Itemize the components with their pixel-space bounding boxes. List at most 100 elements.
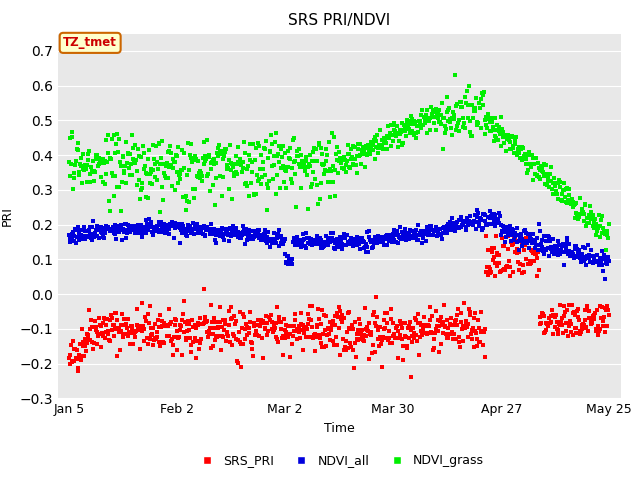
Point	[135, 228, 145, 236]
Point	[323, 178, 333, 186]
Point	[525, 234, 535, 242]
Point	[282, 164, 292, 171]
Point	[527, 230, 538, 238]
Point	[604, 311, 614, 319]
Point	[246, 232, 256, 240]
Point	[367, 349, 377, 357]
Point	[115, 327, 125, 335]
Point	[586, 246, 596, 254]
Point	[279, 237, 289, 245]
Point	[483, 214, 493, 221]
Point	[437, 236, 447, 243]
Point	[287, 165, 298, 172]
Point	[400, 319, 410, 327]
Point	[99, 315, 109, 323]
Point	[404, 335, 414, 342]
Point	[267, 235, 277, 242]
Point	[372, 132, 382, 139]
Point	[376, 236, 386, 244]
Point	[567, 249, 577, 256]
Point	[307, 323, 317, 331]
Point	[579, 324, 589, 332]
Point	[205, 324, 215, 332]
Point	[392, 322, 402, 330]
Point	[566, 200, 576, 208]
Point	[175, 170, 185, 178]
Point	[141, 229, 152, 237]
Point	[146, 165, 156, 172]
Point	[528, 230, 538, 238]
Point	[579, 257, 589, 265]
Point	[134, 229, 144, 237]
Point	[534, 246, 544, 254]
Point	[417, 321, 427, 329]
Point	[184, 326, 195, 334]
Point	[258, 317, 268, 325]
Point	[161, 221, 172, 229]
Point	[378, 334, 388, 341]
Point	[390, 324, 401, 332]
Point	[225, 232, 236, 240]
Point	[170, 321, 180, 328]
Point	[598, 225, 609, 232]
Point	[358, 150, 369, 157]
Point	[534, 167, 545, 174]
Point	[435, 118, 445, 126]
Point	[133, 323, 143, 331]
Point	[243, 329, 253, 337]
Point	[460, 218, 470, 226]
Point	[104, 336, 114, 344]
Point	[419, 229, 429, 237]
Point	[291, 240, 301, 248]
Point	[131, 141, 141, 149]
Point	[375, 126, 385, 134]
Point	[103, 327, 113, 335]
Point	[292, 336, 303, 343]
Point	[180, 227, 190, 234]
Point	[351, 335, 362, 343]
Point	[143, 226, 153, 234]
Point	[493, 215, 503, 222]
Point	[246, 232, 257, 240]
Point	[100, 334, 110, 341]
Point	[441, 330, 451, 337]
Point	[357, 146, 367, 154]
Point	[195, 174, 205, 182]
Point	[138, 327, 148, 335]
Point	[549, 312, 559, 320]
Point	[489, 216, 499, 223]
Point	[127, 323, 137, 330]
Point	[317, 244, 327, 252]
Point	[81, 165, 91, 173]
Point	[541, 326, 551, 334]
Point	[157, 317, 168, 324]
Point	[408, 128, 418, 135]
Point	[531, 171, 541, 179]
Point	[187, 158, 197, 166]
Point	[493, 136, 503, 144]
Point	[351, 233, 362, 240]
Point	[478, 101, 488, 108]
Point	[463, 219, 474, 227]
Point	[412, 233, 422, 240]
Point	[234, 338, 244, 346]
Point	[535, 241, 545, 249]
Point	[458, 114, 468, 121]
Point	[293, 325, 303, 333]
Point	[98, 319, 108, 326]
Point	[366, 328, 376, 336]
Point	[141, 168, 152, 176]
Point	[229, 231, 239, 239]
Point	[507, 230, 517, 238]
Point	[547, 306, 557, 314]
Point	[170, 315, 180, 323]
Point	[552, 325, 562, 333]
Point	[561, 319, 572, 327]
Point	[98, 178, 108, 186]
Point	[106, 311, 116, 319]
Point	[193, 229, 203, 237]
Point	[411, 331, 421, 339]
Point	[76, 352, 86, 360]
Point	[419, 121, 429, 129]
Point	[440, 130, 451, 137]
